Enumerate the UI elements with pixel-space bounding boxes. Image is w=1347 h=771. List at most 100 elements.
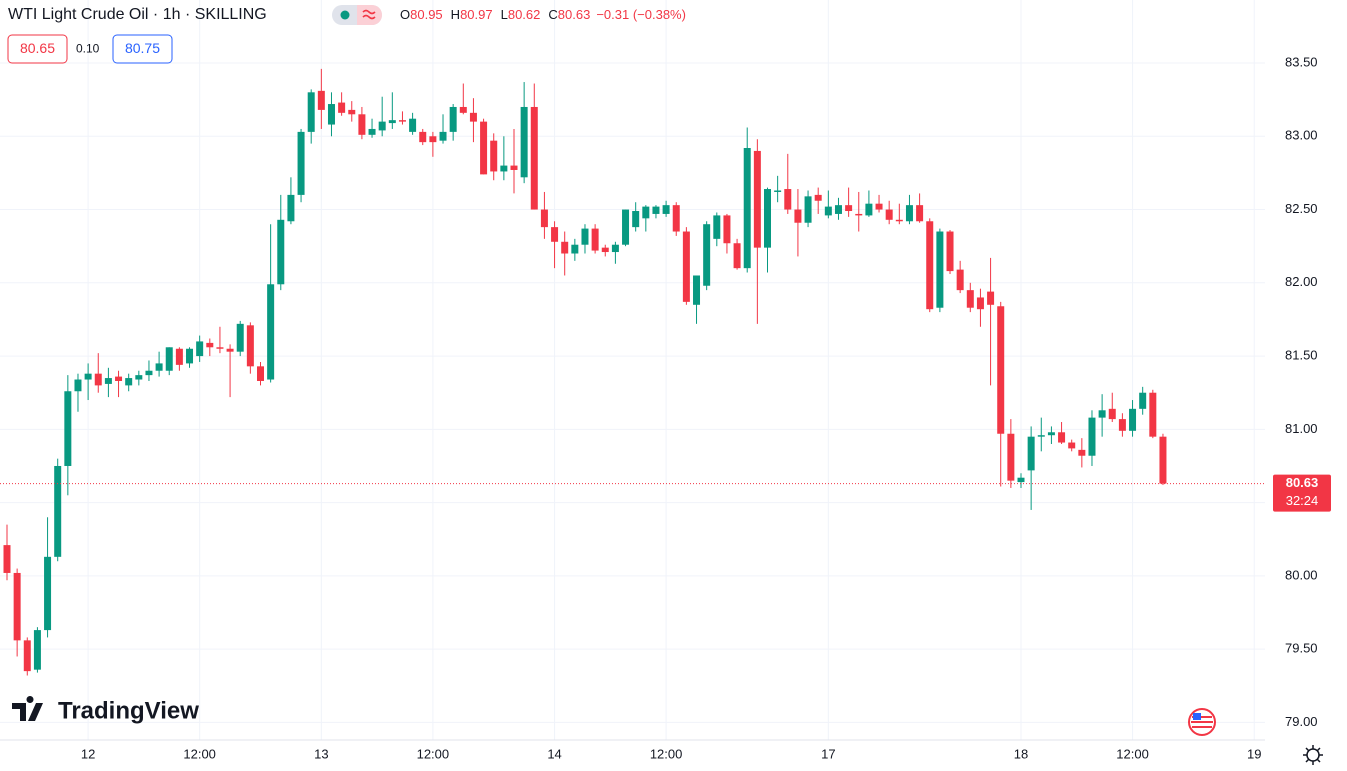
candle-body xyxy=(54,465,62,557)
candle-body xyxy=(814,194,822,201)
candle-body xyxy=(987,291,995,305)
candle-body xyxy=(784,189,792,210)
candle-body xyxy=(1027,436,1035,471)
bid-price: 80.65 xyxy=(20,40,55,56)
candle-body xyxy=(855,213,863,216)
us-flag xyxy=(1188,708,1216,736)
y-tick-label: 82.00 xyxy=(1285,274,1318,289)
candle-body xyxy=(1108,408,1116,420)
candle-body xyxy=(591,228,599,251)
candle-body xyxy=(723,215,731,244)
last-price-box xyxy=(1273,474,1331,512)
candle-body xyxy=(13,572,21,641)
candle-body xyxy=(875,203,883,210)
candle-body xyxy=(966,290,974,308)
candle-body xyxy=(135,375,143,380)
y-tick-label: 81.50 xyxy=(1285,348,1318,363)
ohlc-value: 80.95 xyxy=(410,7,443,22)
candle-body xyxy=(1007,433,1015,481)
x-tick-label: 12:00 xyxy=(1116,746,1149,761)
candle-body xyxy=(733,243,741,269)
candle-body xyxy=(682,231,690,302)
status-pill-right xyxy=(357,5,382,25)
candle-body xyxy=(398,120,406,122)
candle-body xyxy=(459,106,467,113)
ohlc-label: O xyxy=(400,7,410,22)
status-icons xyxy=(332,5,382,25)
plot-area xyxy=(0,68,1265,676)
candle-body xyxy=(774,190,782,192)
candle-body xyxy=(845,205,853,212)
ask-box[interactable] xyxy=(112,34,173,64)
candle-body xyxy=(44,556,52,631)
candle-body xyxy=(327,104,335,125)
ohlc-value: 80.63 xyxy=(558,7,591,22)
candle-body xyxy=(611,244,619,253)
bid-box[interactable] xyxy=(7,34,68,64)
candle-body xyxy=(388,120,396,124)
x-tick-label: 17 xyxy=(821,746,835,761)
ohlc-label: C xyxy=(548,7,557,22)
candle-body xyxy=(956,269,964,291)
candle-body xyxy=(297,131,305,195)
flag-canton xyxy=(1193,713,1201,720)
candle-body xyxy=(946,231,954,272)
candle-body xyxy=(794,209,802,223)
candle-body xyxy=(216,347,224,349)
candle-body xyxy=(84,373,92,380)
x-tick-label: 12:00 xyxy=(650,746,683,761)
candle-body xyxy=(236,323,244,352)
candle-body xyxy=(196,341,204,357)
settings-button[interactable] xyxy=(1303,745,1323,765)
ohlc-label: L xyxy=(501,7,508,22)
ohlc-value: 80.97 xyxy=(460,7,493,22)
candle-body xyxy=(104,378,112,384)
candle-body xyxy=(94,373,102,386)
candle-body xyxy=(155,363,163,371)
candle-body xyxy=(571,244,579,254)
candle-body xyxy=(713,215,721,239)
ask-price: 80.75 xyxy=(125,40,160,56)
candle-body xyxy=(672,205,680,232)
candle-body xyxy=(490,140,498,172)
candle-body xyxy=(175,348,183,365)
candle-body xyxy=(125,378,133,386)
logo: TradingView xyxy=(12,696,199,724)
countdown-label: 32:24 xyxy=(1286,493,1319,508)
candle-body xyxy=(1058,432,1066,443)
candle-body xyxy=(510,165,518,170)
candle-body xyxy=(1139,392,1147,409)
candle-body xyxy=(561,241,569,254)
candle-body xyxy=(764,189,771,248)
x-tick-label: 13 xyxy=(314,746,328,761)
candle-body xyxy=(916,205,924,222)
x-tick-label: 14 xyxy=(547,746,561,761)
x-tick-label: 12:00 xyxy=(183,746,216,761)
candle-body xyxy=(895,219,903,222)
y-tick-label: 83.50 xyxy=(1285,54,1318,69)
grid xyxy=(0,0,1265,740)
candle-body xyxy=(145,370,153,376)
logo-mark xyxy=(12,696,43,721)
candle-body xyxy=(348,109,356,115)
candle-body xyxy=(581,228,589,245)
candle-body xyxy=(409,118,417,132)
ohlc-readout: O80.95 H80.97 L80.62 C80.63 −0.31 (−0.38%) xyxy=(400,7,686,22)
candle-body xyxy=(186,348,194,364)
candle-body xyxy=(885,209,893,220)
candle-body xyxy=(33,630,41,670)
candle-body xyxy=(662,205,670,214)
candle-body xyxy=(338,102,346,113)
candle-body xyxy=(469,112,477,122)
x-tick-label: 18 xyxy=(1014,746,1028,761)
candle-body xyxy=(257,366,264,381)
candle-body xyxy=(834,205,842,214)
candle-body xyxy=(449,106,457,132)
candle-body xyxy=(368,128,376,135)
candle-body xyxy=(520,106,528,178)
y-tick-label: 79.50 xyxy=(1285,641,1318,656)
candle-body xyxy=(378,121,386,131)
y-tick-label: 79.00 xyxy=(1285,714,1318,729)
